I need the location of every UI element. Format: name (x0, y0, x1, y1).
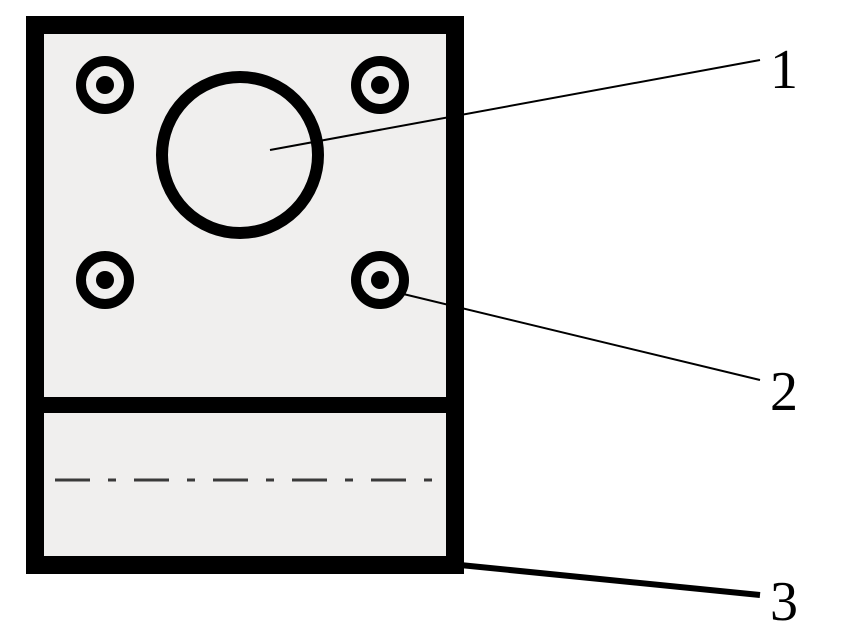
bolt-hole-inner-4 (371, 271, 389, 289)
leader-line-3 (460, 565, 760, 595)
bolt-hole-inner-2 (371, 76, 389, 94)
main-bore (162, 77, 318, 233)
callout-label-3: 3 (770, 570, 798, 634)
diagram-canvas (0, 0, 844, 615)
callout-label-2: 2 (770, 360, 798, 424)
bolt-hole-inner-3 (96, 271, 114, 289)
bolt-hole-inner-1 (96, 76, 114, 94)
callout-label-1: 1 (770, 38, 798, 102)
